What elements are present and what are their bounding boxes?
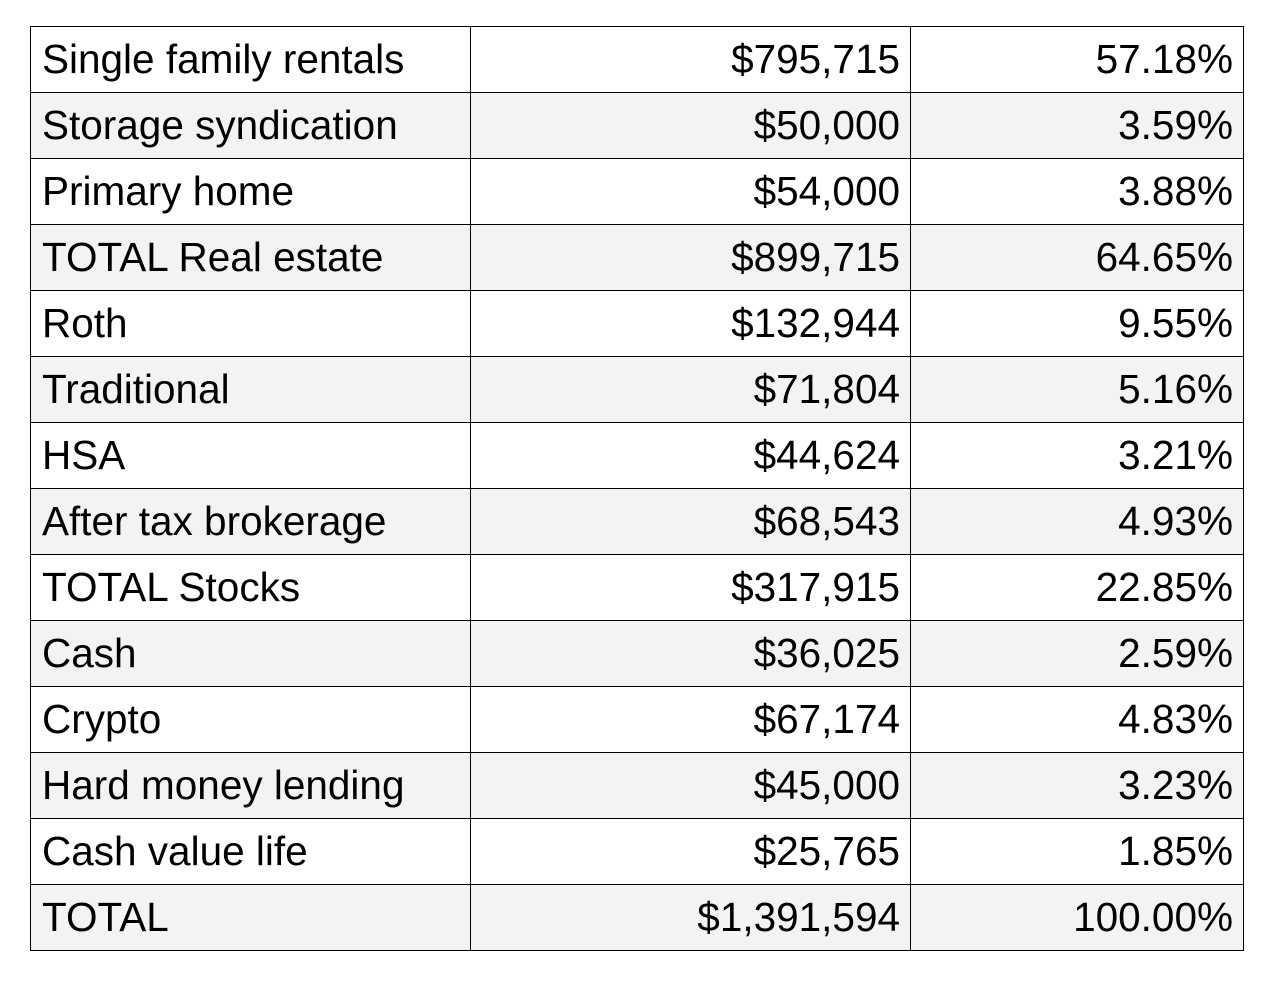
row-label: Roth bbox=[30, 290, 471, 357]
table-row: Traditional $71,804 5.16% bbox=[30, 356, 1244, 423]
row-label: TOTAL Stocks bbox=[30, 554, 471, 621]
asset-allocation-table: Single family rentals $795,715 57.18% St… bbox=[30, 26, 1244, 951]
row-amount: $36,025 bbox=[470, 620, 911, 687]
row-amount: $71,804 bbox=[470, 356, 911, 423]
row-percent: 4.93% bbox=[910, 488, 1244, 555]
row-amount: $1,391,594 bbox=[470, 884, 911, 951]
table-row: HSA $44,624 3.21% bbox=[30, 422, 1244, 489]
table-row: TOTAL Stocks $317,915 22.85% bbox=[30, 554, 1244, 621]
row-percent: 57.18% bbox=[910, 26, 1244, 93]
row-label: Hard money lending bbox=[30, 752, 471, 819]
row-amount: $54,000 bbox=[470, 158, 911, 225]
row-label: TOTAL bbox=[30, 884, 471, 951]
row-amount: $44,624 bbox=[470, 422, 911, 489]
row-label: TOTAL Real estate bbox=[30, 224, 471, 291]
row-amount: $899,715 bbox=[470, 224, 911, 291]
row-label: Crypto bbox=[30, 686, 471, 753]
table-row: After tax brokerage $68,543 4.93% bbox=[30, 488, 1244, 555]
row-percent: 3.23% bbox=[910, 752, 1244, 819]
row-label: Storage syndication bbox=[30, 92, 471, 159]
row-amount: $795,715 bbox=[470, 26, 911, 93]
row-label: Cash bbox=[30, 620, 471, 687]
row-label: After tax brokerage bbox=[30, 488, 471, 555]
table-row: Crypto $67,174 4.83% bbox=[30, 686, 1244, 753]
row-percent: 3.88% bbox=[910, 158, 1244, 225]
row-amount: $68,543 bbox=[470, 488, 911, 555]
table-row: TOTAL $1,391,594 100.00% bbox=[30, 884, 1244, 951]
table-row: Storage syndication $50,000 3.59% bbox=[30, 92, 1244, 159]
table-row: Cash value life $25,765 1.85% bbox=[30, 818, 1244, 885]
row-amount: $45,000 bbox=[470, 752, 911, 819]
table-row: Single family rentals $795,715 57.18% bbox=[30, 26, 1244, 93]
row-label: HSA bbox=[30, 422, 471, 489]
row-percent: 100.00% bbox=[910, 884, 1244, 951]
row-percent: 5.16% bbox=[910, 356, 1244, 423]
row-label: Traditional bbox=[30, 356, 471, 423]
row-percent: 2.59% bbox=[910, 620, 1244, 687]
table-row: Roth $132,944 9.55% bbox=[30, 290, 1244, 357]
row-percent: 22.85% bbox=[910, 554, 1244, 621]
row-percent: 9.55% bbox=[910, 290, 1244, 357]
row-label: Single family rentals bbox=[30, 26, 471, 93]
table-row: TOTAL Real estate $899,715 64.65% bbox=[30, 224, 1244, 291]
row-percent: 3.21% bbox=[910, 422, 1244, 489]
row-label: Primary home bbox=[30, 158, 471, 225]
row-percent: 64.65% bbox=[910, 224, 1244, 291]
row-percent: 1.85% bbox=[910, 818, 1244, 885]
row-amount: $25,765 bbox=[470, 818, 911, 885]
table-row: Hard money lending $45,000 3.23% bbox=[30, 752, 1244, 819]
row-amount: $67,174 bbox=[470, 686, 911, 753]
row-label: Cash value life bbox=[30, 818, 471, 885]
table-row: Cash $36,025 2.59% bbox=[30, 620, 1244, 687]
row-amount: $50,000 bbox=[470, 92, 911, 159]
table-row: Primary home $54,000 3.88% bbox=[30, 158, 1244, 225]
row-percent: 4.83% bbox=[910, 686, 1244, 753]
row-amount: $132,944 bbox=[470, 290, 911, 357]
row-amount: $317,915 bbox=[470, 554, 911, 621]
row-percent: 3.59% bbox=[910, 92, 1244, 159]
